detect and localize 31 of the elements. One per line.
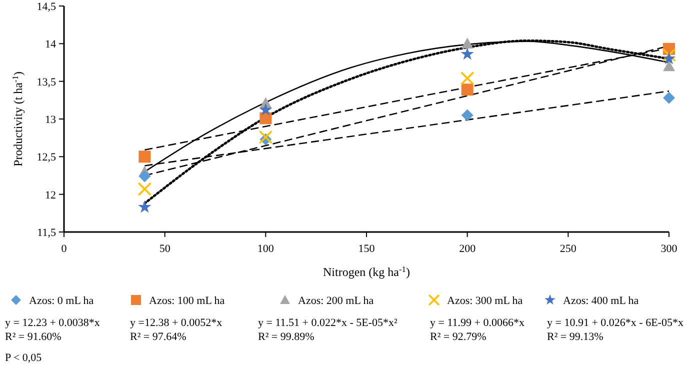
y-tick-label: 12,5 xyxy=(36,152,56,164)
y-tick-label: 14 xyxy=(45,38,56,51)
text: P < 0,05 xyxy=(5,352,42,364)
legend-label: Azos: 300 mL ha xyxy=(447,295,523,307)
x-tick-label: 250 xyxy=(560,243,577,255)
text: R² = 97.64% xyxy=(130,331,186,343)
legend-label: Azos: 0 mL ha xyxy=(29,295,94,307)
x-tick-label: 200 xyxy=(459,243,476,255)
text: y = 12.23 + 0.0038*x xyxy=(5,317,100,329)
legend-label: Azos: 200 mL ha xyxy=(298,295,374,307)
legend-label: Azos: 400 mL ha xyxy=(563,295,639,307)
legend-label: Azos: 100 mL ha xyxy=(149,295,225,307)
text: y = 11.51 + 0.022*x - 5E-05*x² xyxy=(258,317,398,329)
y-tick-label: 13,5 xyxy=(36,76,56,88)
text: y =12.38 + 0.0052*x xyxy=(130,317,223,329)
y-tick-label: 12 xyxy=(45,189,56,202)
y-tick-label: 13 xyxy=(45,114,56,126)
x-tick-label: 300 xyxy=(660,243,678,255)
text: y = 11.99 + 0.0066*x xyxy=(430,317,525,329)
x-tick-label: 100 xyxy=(257,243,274,255)
text: R² = 99.89% xyxy=(258,331,314,343)
x-tick-label: 0 xyxy=(61,243,68,255)
y-tick-label: 11,5 xyxy=(37,227,56,239)
text: R² = 91.60% xyxy=(5,331,62,343)
x-tick-label: 150 xyxy=(358,243,376,255)
y-tick-label: 14,5 xyxy=(36,1,56,13)
text: y = 10.91 + 0.026*x - 6E-05*x xyxy=(547,317,684,329)
x-axis-title: Nitrogen (kg ha$^{-1}$) xyxy=(323,264,410,279)
x-tick-label: 50 xyxy=(159,243,171,255)
text: R² = 92.79% xyxy=(430,331,486,343)
text: R² = 99.13% xyxy=(547,331,604,343)
